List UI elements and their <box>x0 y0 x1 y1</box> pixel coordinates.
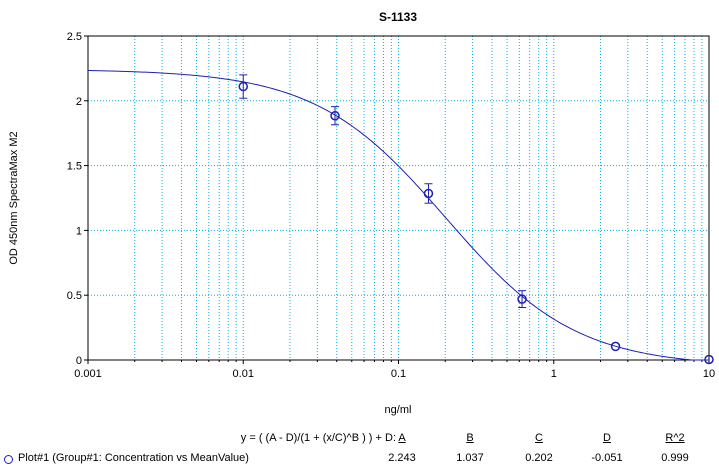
data-point <box>517 294 527 304</box>
data-points <box>238 74 714 365</box>
y-axis-label: OD 450nm SpectraMax M2 <box>8 131 20 264</box>
y-tick-label: 2 <box>76 96 82 108</box>
chart-title: S-1133 <box>379 10 417 24</box>
data-point <box>610 341 621 352</box>
data-point <box>238 81 248 92</box>
x-tick-label: 10 <box>703 368 715 380</box>
data-point <box>704 354 714 365</box>
y-tick-label: 1.5 <box>67 161 82 173</box>
x-tick-label: 1 <box>551 368 557 380</box>
x-tick-label: 0.001 <box>74 368 102 380</box>
y-tick-label: 2.5 <box>67 31 82 43</box>
x-tick-label: 0.01 <box>233 368 254 380</box>
fit-curve <box>87 70 709 361</box>
y-tick-label: 1 <box>76 225 82 237</box>
x-axis-label: ng/ml <box>385 404 412 416</box>
data-point <box>423 188 434 199</box>
grid <box>88 36 709 360</box>
x-tick-label: 0.1 <box>391 368 406 380</box>
y-tick-label: 0 <box>76 355 82 367</box>
y-axis: 0 0.5 1 1.5 2 2.5 <box>67 31 88 367</box>
y-tick-label: 0.5 <box>67 290 82 302</box>
data-point <box>330 110 340 121</box>
x-axis: 0.001 0.01 0.1 1 10 <box>74 360 715 380</box>
